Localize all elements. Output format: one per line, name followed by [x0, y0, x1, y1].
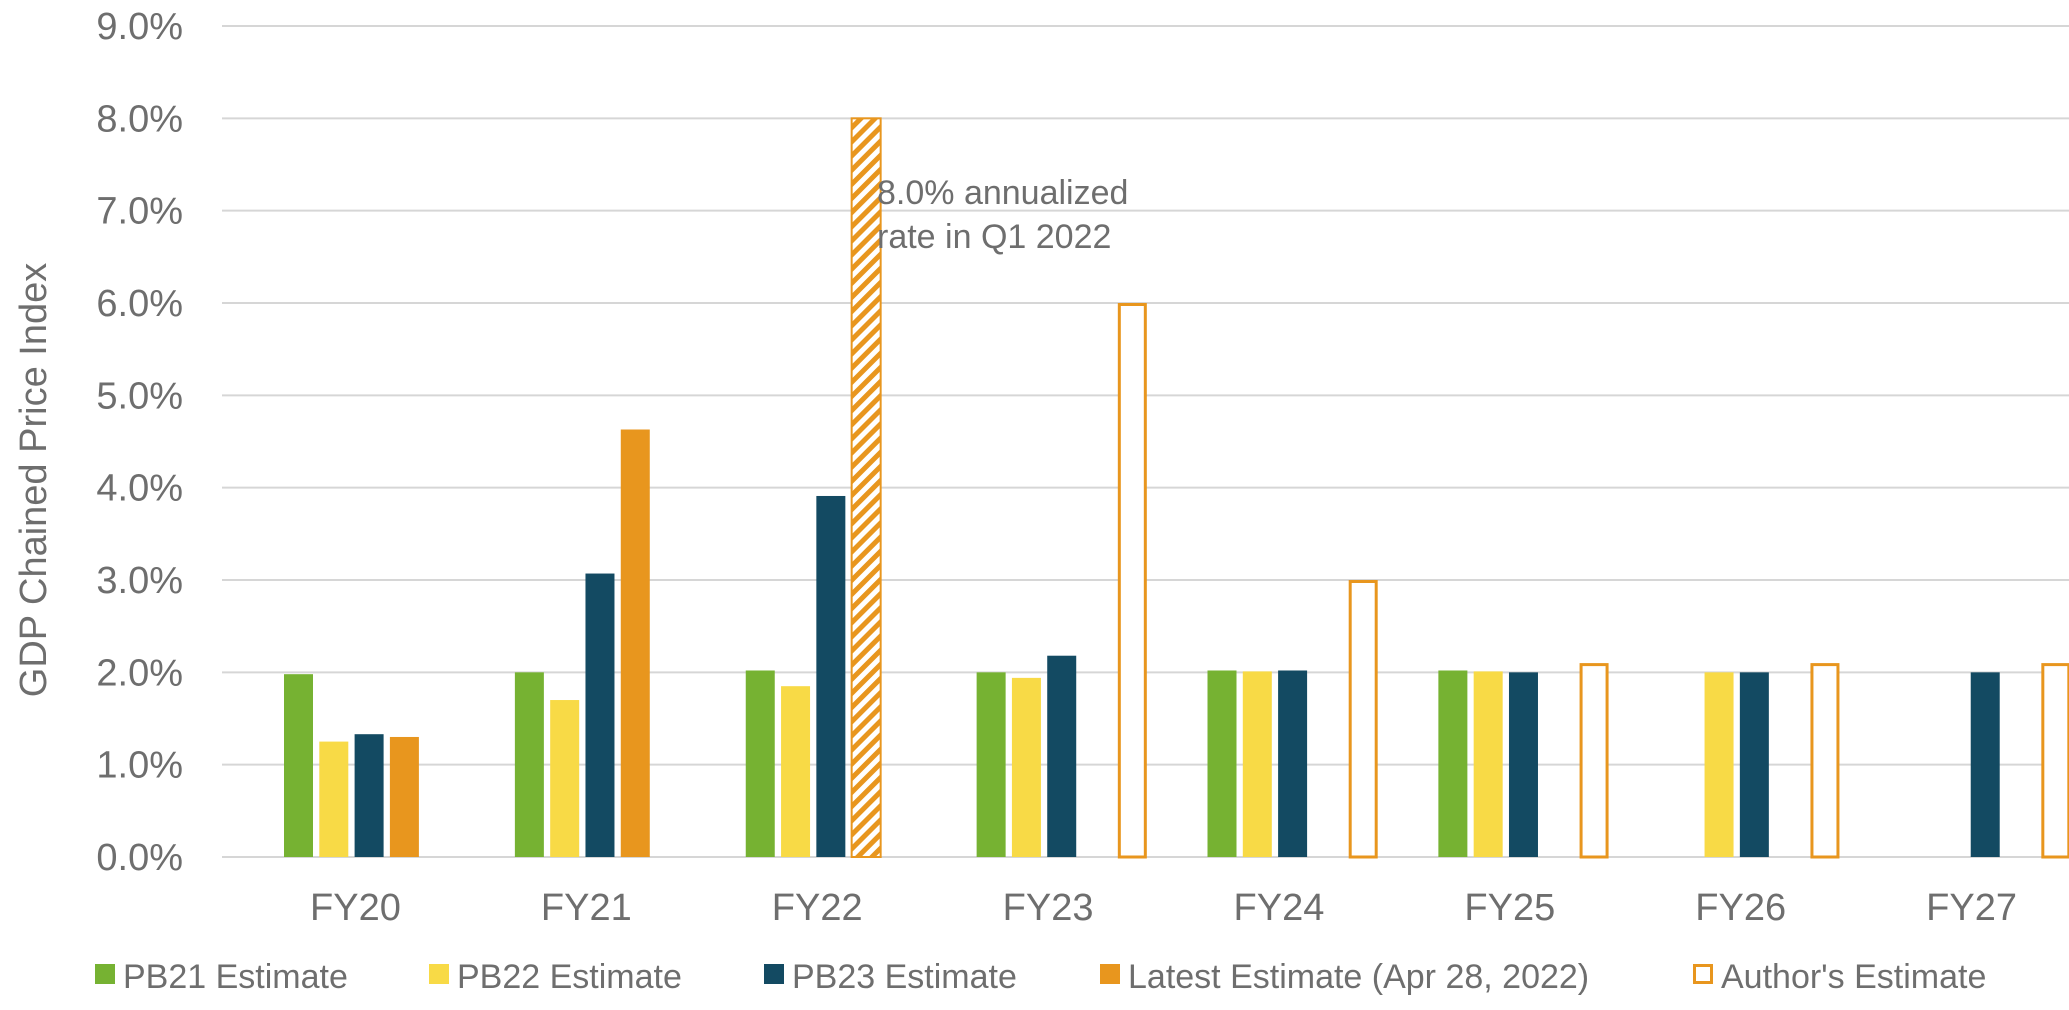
legend-label: Latest Estimate (Apr 28, 2022)	[1128, 958, 1589, 996]
legend-swatch	[1100, 964, 1120, 984]
y-tick-label: 9.0%	[96, 6, 183, 48]
annotation: 8.0% annualized rate in Q1 2022	[877, 174, 1128, 256]
bar-pb21-estimate-fy25	[1438, 670, 1468, 857]
legend-label: PB21 Estimate	[123, 958, 348, 996]
bar-pb21-estimate-fy24	[1207, 670, 1237, 857]
y-tick-label: 4.0%	[96, 468, 183, 510]
y-tick-label: 3.0%	[96, 560, 183, 602]
annotation-line: 8.0% annualized	[877, 174, 1128, 212]
legend-label: PB23 Estimate	[792, 958, 1017, 996]
y-tick-label: 8.0%	[96, 98, 183, 140]
y-axis-title: GDP Chained Price Index	[13, 263, 55, 697]
bar-pb22-estimate-fy23	[1011, 677, 1041, 857]
x-category-label: FY23	[1003, 887, 1094, 929]
bar-pb22-estimate-fy21	[550, 700, 580, 857]
legend-swatch	[95, 964, 115, 984]
bar-pb21-estimate-fy21	[514, 672, 544, 857]
legend-swatch	[429, 964, 449, 984]
y-tick-label: 6.0%	[96, 283, 183, 325]
bar-latest-estimate-apr-28-2022-fy21	[620, 429, 650, 857]
x-category-label: FY24	[1234, 887, 1325, 929]
legend: PB21 Estimate PB22 Estimate PB23 Estimate L…	[95, 958, 1986, 996]
bar-latest-estimate-apr-28-2022-fy20	[389, 736, 419, 857]
bar-author-s-estimate-fy25	[1579, 663, 1609, 859]
x-category-label: FY26	[1695, 887, 1786, 929]
bar-pb21-estimate-fy23	[976, 672, 1006, 857]
bar-author-s-estimate-fy26	[1810, 663, 1840, 859]
bar-pb23-estimate-fy25	[1508, 672, 1538, 857]
bars	[284, 117, 2069, 859]
y-tick-label: 7.0%	[96, 191, 183, 233]
bar-pb22-estimate-fy26	[1704, 672, 1734, 857]
y-tick-label: 2.0%	[96, 652, 183, 694]
x-category-label: FY22	[772, 887, 863, 929]
bar-pb23-estimate-fy20	[354, 734, 384, 857]
bar-pb22-estimate-fy22	[781, 686, 811, 857]
bar-latest-estimate-apr-28-2022-fy22	[850, 117, 882, 859]
bar-author-s-estimate-fy24	[1348, 580, 1378, 859]
x-category-label: FY25	[1464, 887, 1555, 929]
x-category-label: FY21	[541, 887, 632, 929]
x-category-label: FY27	[1926, 887, 2017, 929]
bar-pb23-estimate-fy23	[1047, 655, 1077, 857]
bar-pb22-estimate-fy20	[319, 741, 349, 857]
bar-pb23-estimate-fy21	[585, 573, 615, 857]
y-tick-label: 5.0%	[96, 375, 183, 417]
annotation-line: rate in Q1 2022	[877, 218, 1111, 256]
y-tick-label: 0.0%	[96, 837, 183, 879]
legend-label: PB22 Estimate	[457, 958, 682, 996]
bar-pb23-estimate-fy27	[1970, 672, 2000, 857]
x-category-label: FY20	[310, 887, 401, 929]
legend-swatch	[1693, 964, 1713, 984]
legend-swatch	[764, 964, 784, 984]
bar-pb22-estimate-fy24	[1242, 671, 1272, 857]
x-axis-categories: FY20 FY21 FY22 FY23 FY24 FY25 FY26 FY27	[310, 887, 2017, 929]
bar-pb21-estimate-fy20	[284, 674, 313, 857]
bar-pb23-estimate-fy22	[816, 495, 846, 857]
y-tick-label: 1.0%	[96, 745, 183, 787]
bar-author-s-estimate-fy27	[2041, 663, 2069, 859]
bar-pb23-estimate-fy24	[1278, 670, 1308, 857]
bar-pb21-estimate-fy22	[745, 670, 775, 857]
bar-pb23-estimate-fy26	[1739, 672, 1769, 857]
y-axis-ticks: 0.0% 1.0% 2.0% 3.0% 4.0% 5.0% 6.0% 7.0% 8.0% 9.0%	[96, 6, 183, 879]
bar-author-s-estimate-fy23	[1117, 303, 1147, 859]
legend-label: Author's Estimate	[1721, 958, 1986, 996]
bar-pb22-estimate-fy25	[1473, 671, 1503, 857]
